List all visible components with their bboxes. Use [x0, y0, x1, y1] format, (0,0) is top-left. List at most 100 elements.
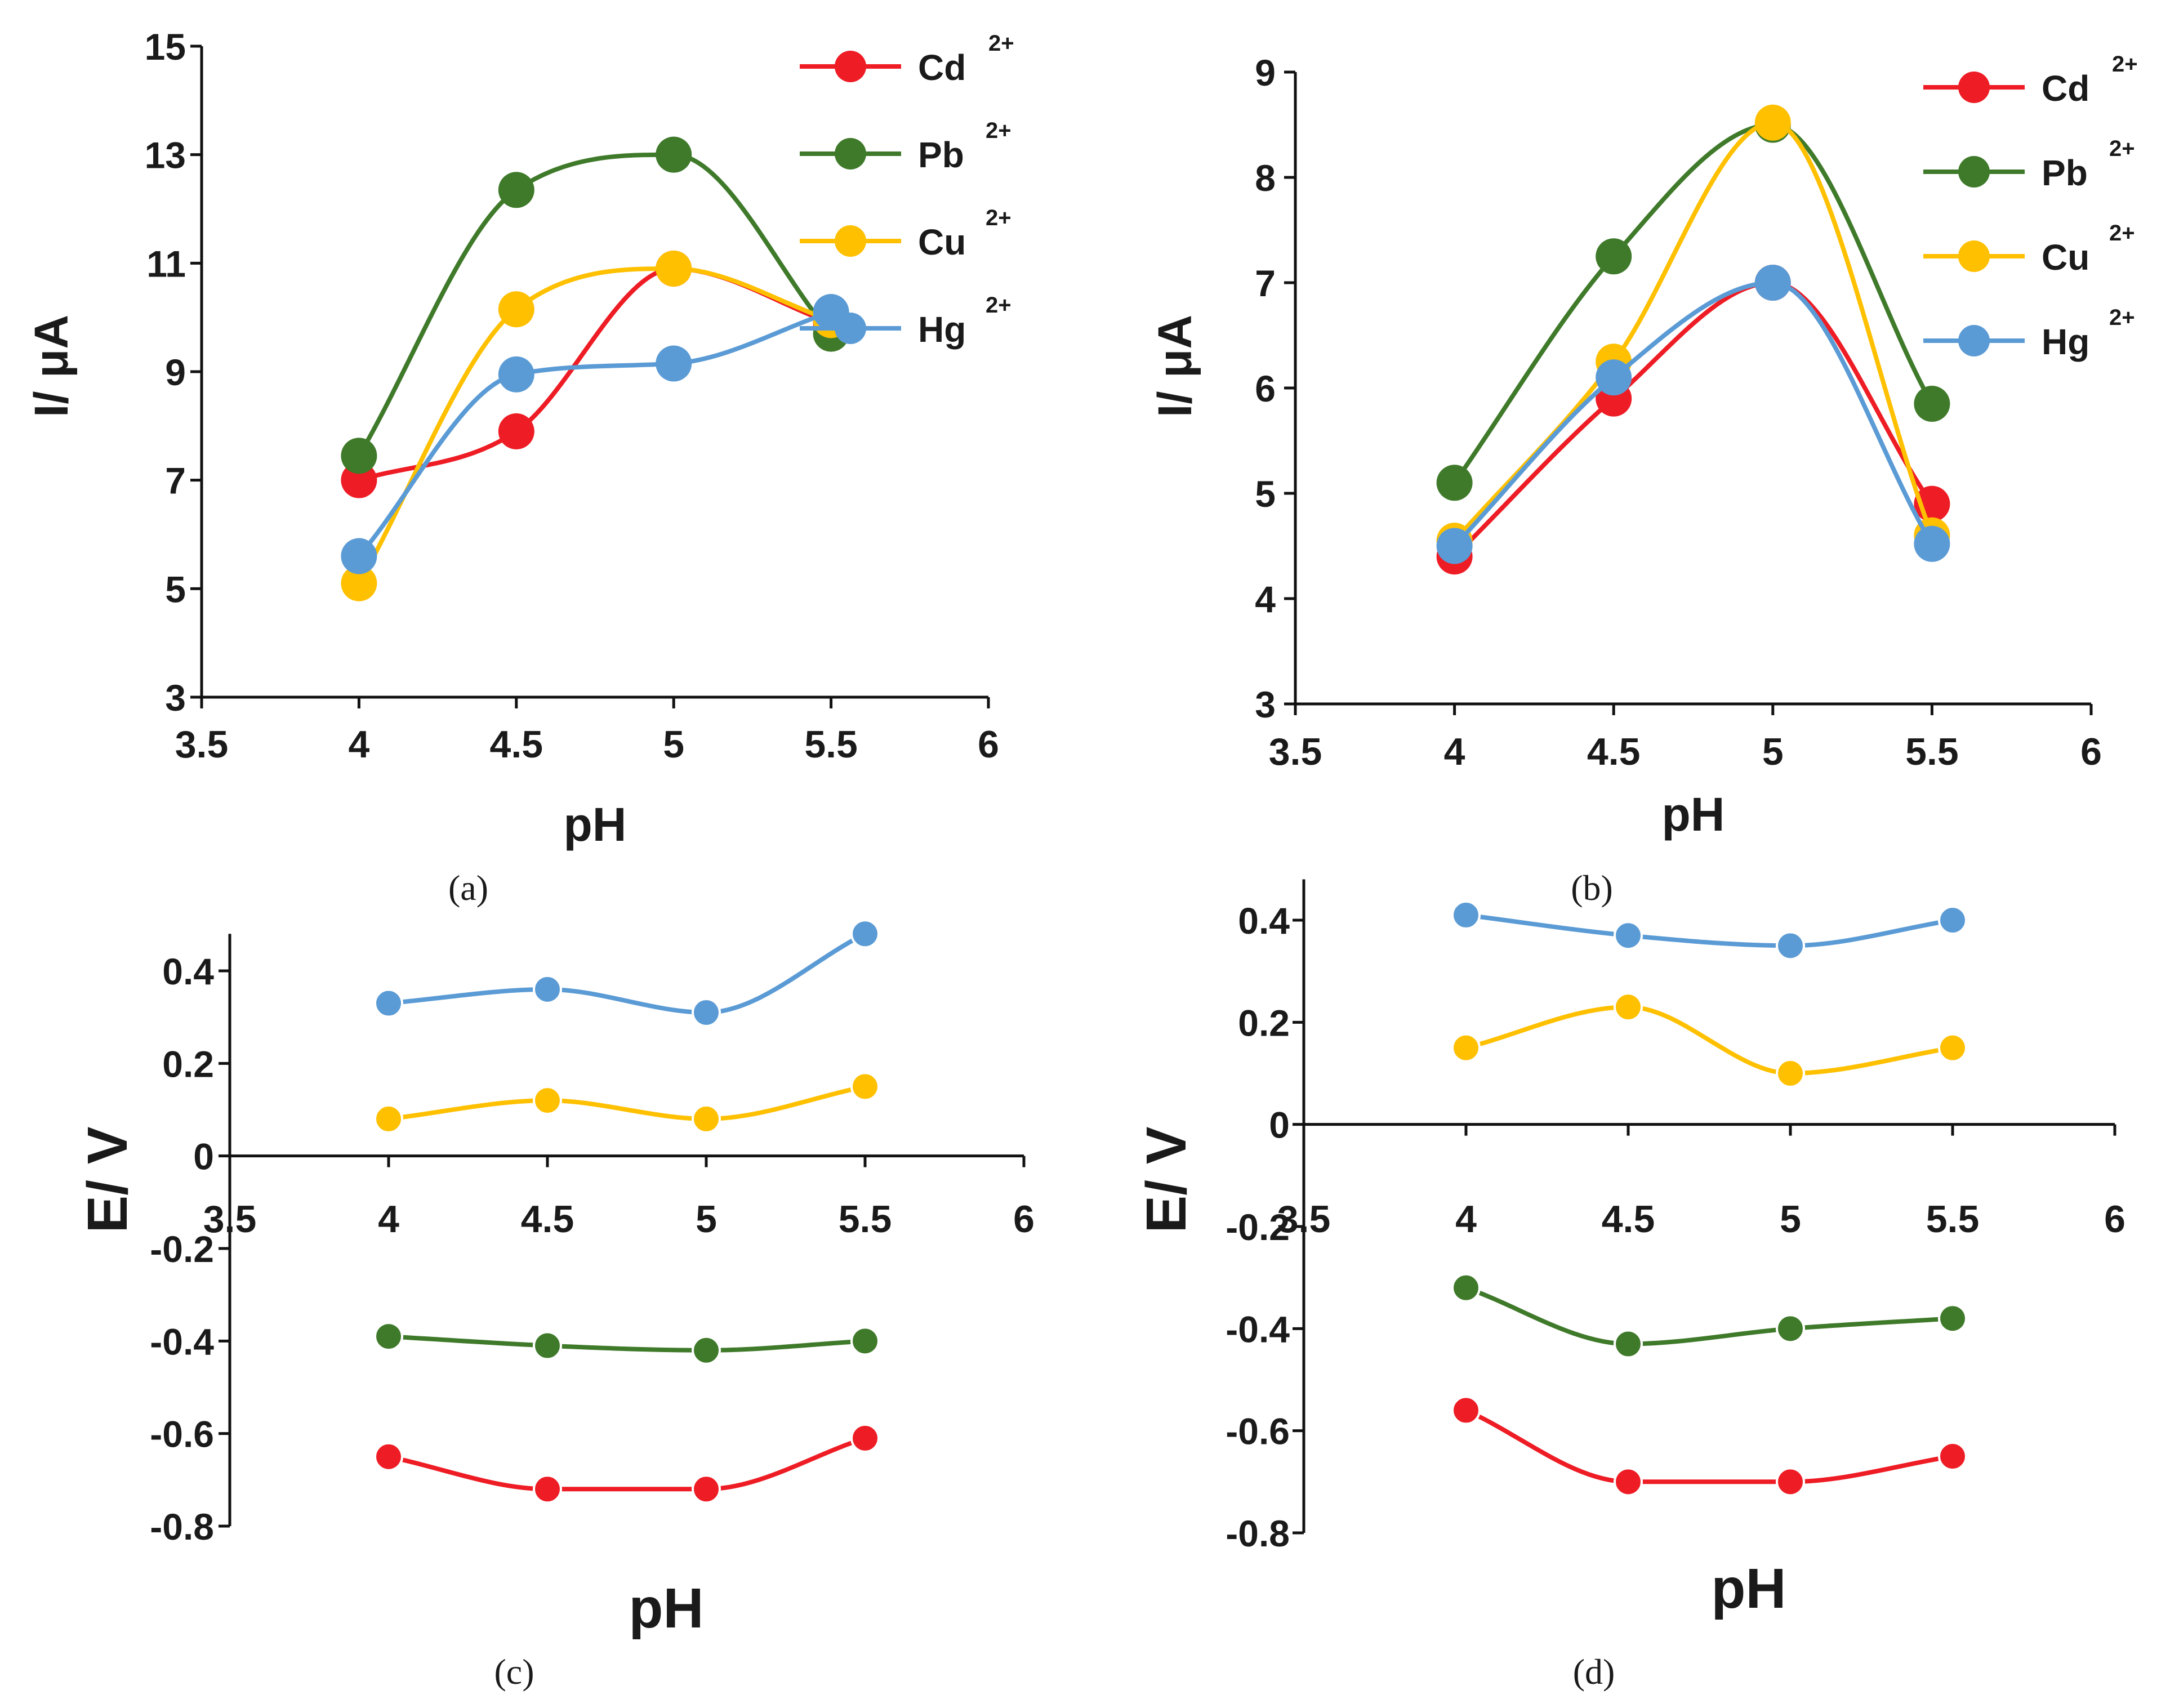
data-point-cd: [533, 1474, 562, 1504]
data-point-cu: [533, 1086, 562, 1116]
legend-swatch-marker-pb: [1958, 156, 1990, 188]
data-point-pb: [656, 136, 692, 173]
panel-caption: (c): [494, 1652, 534, 1692]
panel-d: -0.8 -0.6 -0.4 -0.2 0 0.2 0.4 3.5 4 4.5 5 5.5 6 pH E/ …: [1135, 879, 2125, 1692]
y-tick-label: 3: [165, 677, 186, 719]
data-point-cu: [656, 250, 692, 287]
series-line-cu: [1464, 1005, 1955, 1076]
x-axis-title: pH: [1711, 1557, 1786, 1620]
series-line-pb: [1452, 122, 1935, 485]
legend-swatch-marker-pb: [835, 138, 866, 170]
data-point-cu: [850, 1072, 880, 1101]
data-point-hg: [1451, 900, 1481, 930]
x-tick-label: 4: [1444, 730, 1465, 773]
legend-label-pb: Pb: [918, 135, 964, 175]
data-point-hg: [656, 345, 692, 382]
x-tick-label: 4: [378, 1198, 399, 1241]
legend-superscript-pb: 2+: [2109, 136, 2135, 161]
y-tick-label: -0.2: [150, 1228, 214, 1270]
x-tick-label: 5.5: [1926, 1198, 1980, 1241]
data-point-hg: [1754, 265, 1791, 301]
data-point-cd: [374, 1442, 403, 1471]
y-tick-label: 3: [1255, 684, 1276, 725]
legend-superscript-hg: 2+: [2109, 305, 2135, 330]
x-tick-label: 4.5: [1587, 730, 1641, 773]
data-point-cd: [498, 413, 534, 449]
series-line-cd: [386, 1435, 867, 1492]
panel-caption: (b): [1571, 868, 1613, 908]
data-point-cu: [374, 1104, 403, 1134]
x-tick-label: 5.5: [804, 723, 858, 766]
series-line-cd: [1452, 280, 1935, 559]
data-point-cd: [1776, 1467, 1805, 1497]
y-axis-title: E/ V: [1135, 1126, 1198, 1233]
series-line-hg: [357, 310, 834, 559]
data-point-cd: [1451, 1395, 1481, 1425]
y-tick-label: 0: [1269, 1104, 1290, 1146]
legend-label-cd: Cd: [918, 47, 966, 88]
data-point-hg: [1914, 525, 1950, 562]
legend-label-pb: Pb: [2042, 153, 2088, 193]
data-point-hg: [850, 919, 880, 949]
data-point-pb: [374, 1322, 403, 1352]
x-tick-label: 5: [1762, 730, 1784, 773]
panel-caption: (d): [1573, 1652, 1615, 1692]
y-tick-label: 13: [145, 135, 186, 176]
legend-label-cd: Cd: [2042, 68, 2089, 109]
y-tick-label: 0.4: [1238, 900, 1290, 942]
x-tick-label: 3.5: [203, 1198, 257, 1241]
x-tick-label: 6: [978, 723, 999, 766]
y-tick-label: 7: [1255, 262, 1276, 304]
y-tick-label: 7: [165, 460, 186, 502]
data-point-pb: [850, 1326, 880, 1356]
x-tick-label: 4: [1455, 1198, 1477, 1241]
data-point-pb: [1451, 1273, 1481, 1303]
x-axis-title: pH: [564, 798, 627, 851]
data-point-hg: [692, 997, 721, 1027]
data-point-cd: [1614, 1467, 1643, 1497]
legend-swatch-marker-cd: [835, 51, 866, 82]
y-axis-title: I/ μA: [25, 315, 78, 417]
y-tick-label: -0.6: [150, 1413, 214, 1455]
data-point-pb: [1776, 1314, 1805, 1344]
legend-label-cu: Cu: [918, 222, 966, 262]
y-tick-label: -0.8: [150, 1506, 214, 1548]
legend-label-hg: Hg: [2042, 322, 2089, 362]
series-line-hg: [1452, 280, 1935, 548]
data-point-cu: [1938, 1033, 1967, 1063]
series-line-cu: [386, 1084, 867, 1121]
x-tick-label: 5: [663, 723, 684, 766]
y-tick-label: 8: [1255, 157, 1276, 199]
x-tick-label: 6: [2080, 730, 2102, 773]
data-point-hg: [341, 538, 377, 574]
x-tick-label: 5.5: [1905, 730, 1959, 773]
x-tick-label: 4.5: [490, 723, 543, 766]
x-axis-title: pH: [629, 1577, 703, 1640]
y-tick-label: -0.4: [150, 1321, 214, 1362]
y-tick-label: 9: [1255, 52, 1276, 93]
y-tick-label: 6: [1255, 368, 1276, 409]
data-point-pb: [1614, 1329, 1643, 1359]
series-line-hg: [1464, 912, 1955, 948]
data-point-hg: [533, 974, 562, 1004]
panel-b: 3 4 5 6 7 8 9 3.5 4 4.5 5 5.5 6 pH I/ μA (b) Cd 2+ Pb 2+ Cu 2…: [1148, 52, 2138, 908]
data-point-cu: [341, 565, 377, 601]
data-point-cu: [1614, 992, 1643, 1022]
data-point-hg: [1436, 528, 1473, 564]
data-point-pb: [1938, 1304, 1967, 1334]
data-point-cd: [692, 1474, 721, 1504]
data-point-cu: [692, 1104, 721, 1134]
y-tick-label: 0.4: [162, 951, 214, 992]
data-point-pb: [498, 172, 534, 208]
data-point-hg: [498, 356, 534, 393]
y-tick-label: 15: [145, 26, 186, 68]
legend-superscript-cd: 2+: [988, 31, 1014, 56]
y-tick-label: 5: [1255, 473, 1276, 515]
legend-swatch-marker-cd: [1958, 72, 1990, 103]
series-line-cd: [1464, 1408, 1955, 1484]
data-point-cu: [1451, 1033, 1481, 1063]
x-tick-label: 5.5: [839, 1198, 892, 1241]
data-point-pb: [692, 1335, 721, 1365]
x-tick-label: 5: [1780, 1198, 1801, 1241]
